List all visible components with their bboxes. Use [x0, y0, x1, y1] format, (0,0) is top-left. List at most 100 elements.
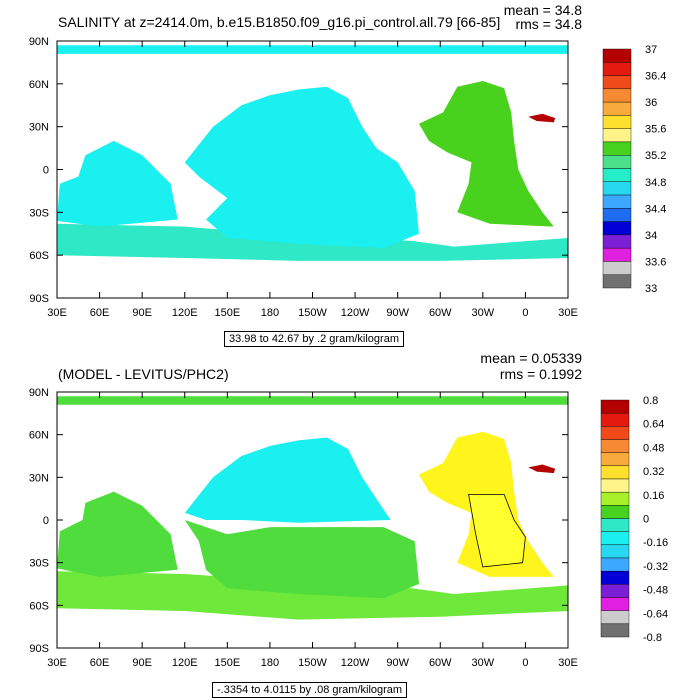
panel2-x-tick-label: 90E — [132, 657, 152, 669]
panel2-x-tick-label: 30W — [472, 657, 495, 669]
panel2-x-tick-label: 120W — [341, 657, 370, 669]
panel1-y-tick-label: 90N — [29, 36, 49, 48]
panel2-colorbar-label: 0.32 — [643, 466, 664, 478]
panel2-colorbar-box — [600, 531, 630, 546]
panel1-colorbar-label: 36 — [645, 97, 657, 109]
panel2-mean: mean = 0.05339 — [480, 350, 582, 366]
panel1-rms: rms = 34.8 — [515, 16, 582, 32]
panel1-x-tick-label: 30E — [47, 307, 67, 319]
panel2-map: 30E 60E 90E 120E 150E 180 150W 120W 90W 60W 30W 0 30… — [29, 387, 668, 669]
panel2-colorbar-box — [600, 570, 630, 585]
panel1-colorbar-box — [602, 88, 632, 103]
panel2-y-tick-label: 60S — [29, 600, 49, 612]
panel1-colorbar-box — [602, 247, 632, 262]
panel1-x-tick-label: 90E — [132, 307, 152, 319]
panel2-colorbar-box — [600, 518, 630, 532]
panel1-colorbar-label: 33.6 — [645, 256, 666, 268]
panel1-pacific-ocean — [184, 86, 419, 248]
panel1-colorbar-box — [602, 75, 632, 90]
panel2-arctic-strip — [57, 396, 568, 405]
panel2-range-label: -.3354 to 4.0115 by .08 gram/kilogram — [212, 682, 408, 698]
panel1-colorbar-box — [602, 62, 632, 76]
panel2-atlantic-core — [468, 493, 526, 568]
panel2-colorbar-box — [600, 584, 630, 598]
panel2-colorbar-box — [600, 610, 630, 625]
panel1-colorbar-box — [602, 194, 632, 209]
panel2-colorbar-box — [600, 412, 630, 427]
panel1-colorbar-label: 34.8 — [645, 177, 666, 189]
panel1-colorbar-box — [602, 101, 632, 116]
panel1-range-label: 33.98 to 42.67 by .2 gram/kilogram — [224, 331, 404, 347]
panel1-colorbar-label: 35.2 — [645, 150, 666, 162]
panel2-x-tick-label: 30E — [47, 657, 67, 669]
panel1-x-tick-label: 60E — [90, 307, 110, 319]
panel2-colorbar-box — [600, 491, 630, 506]
panel1-colorbar-label: 37 — [645, 44, 657, 56]
panel1-y-tick-label: 90S — [29, 293, 49, 305]
panel2-y-tick-label: 60N — [29, 430, 49, 442]
panel1-title: SALINITY at z=2414.0m, b.e15.B1850.f09_g… — [58, 14, 501, 30]
panel2-colorbar-label: 0.48 — [643, 442, 664, 454]
panel1-colorbar-box — [602, 48, 632, 63]
panel2-y-tick-label: 90S — [29, 643, 49, 655]
panel1-colorbar-label: 35.6 — [645, 124, 666, 136]
panel1-colorbar-box — [602, 221, 632, 236]
panel2-x-tick-label: 150E — [214, 657, 240, 669]
panel1-map: 30E 60E 90E 120E 150E 180 150W 120W 90W 60W 30W 0 30… — [29, 36, 667, 319]
panel1-x-tick-label: 30W — [472, 307, 495, 319]
panel1-y-tick-label: 30N — [29, 122, 49, 134]
panel2-colorbar-box — [600, 399, 630, 414]
panel2-colorbar-label: -0.48 — [643, 585, 668, 597]
panel2-mediterranean — [528, 464, 556, 474]
panel1-x-tick-label: 120E — [172, 307, 198, 319]
panel2-y-tick-label: 30N — [29, 472, 49, 484]
panel1-x-tick-label: 90W — [386, 307, 409, 319]
panel1-x-tick-label: 150E — [214, 307, 240, 319]
panel2-rms: rms = 0.1992 — [499, 366, 582, 382]
panel1-colorbar-box — [602, 168, 632, 182]
panel2-colorbar-box — [600, 452, 630, 467]
panel1-x-tick-label: 120W — [341, 307, 370, 319]
panel1-colorbar-label: 34 — [645, 230, 657, 242]
panel2-x-tick-label: 30E — [558, 657, 578, 669]
panel1-y-tick-label: 60N — [29, 79, 49, 91]
panel1-y-tick-label: 30S — [29, 207, 49, 219]
panel2-colorbar-label: -0.32 — [643, 561, 668, 573]
panel2-colorbar-label: 0.16 — [643, 490, 664, 502]
panel2-colorbar-box — [600, 544, 630, 559]
panel2-x-tick-label: 60E — [90, 657, 110, 669]
panel1-mediterranean — [528, 113, 556, 123]
panel1-colorbar-label: 34.4 — [645, 203, 666, 215]
panel2-colorbar-box — [600, 505, 630, 519]
panel2-southern-ocean — [57, 571, 568, 620]
panel1-y-tick-label: 60S — [29, 250, 49, 262]
panel2-colorbar-box — [600, 465, 630, 480]
panel2-south-pacific — [184, 520, 419, 599]
panel2-x-tick-label: 120E — [172, 657, 198, 669]
panel2-colorbar-label: 0.8 — [643, 395, 658, 407]
panel2-colorbar-label: 0 — [643, 514, 649, 526]
panel1-y-tick-label: 0 — [43, 165, 49, 177]
panel1-colorbar-box — [602, 261, 632, 275]
panel2-title: (MODEL - LEVITUS/PHC2) — [58, 366, 229, 382]
panel2-north-pacific — [184, 437, 391, 523]
panel2-indian-ocean — [57, 491, 178, 577]
panel1-colorbar-box — [602, 234, 632, 249]
panel2-colorbar-label: 0.64 — [643, 419, 664, 431]
panel2-x-tick-label: 60W — [429, 657, 452, 669]
panel2-x-tick-label: 90W — [386, 657, 409, 669]
panel1-colorbar-label: 36.4 — [645, 71, 666, 83]
panel1-x-tick-label: 180 — [261, 307, 279, 319]
panel2-x-tick-label: 180 — [261, 657, 279, 669]
panel2-colorbar-label: -0.64 — [643, 608, 668, 620]
panel1-colorbar-box — [602, 208, 632, 222]
panel1-arctic-strip — [57, 45, 568, 54]
panel2-y-tick-label: 90N — [29, 387, 49, 399]
panel1-colorbar-box — [602, 115, 632, 129]
panel2-colorbar-box — [600, 426, 630, 440]
panel1-colorbar-box — [602, 181, 632, 196]
panel2-colorbar-box — [600, 478, 630, 493]
panel1-atlantic-ocean — [419, 81, 554, 227]
panel1-x-tick-label: 150W — [298, 307, 327, 319]
panel2-colorbar-box — [600, 623, 630, 638]
